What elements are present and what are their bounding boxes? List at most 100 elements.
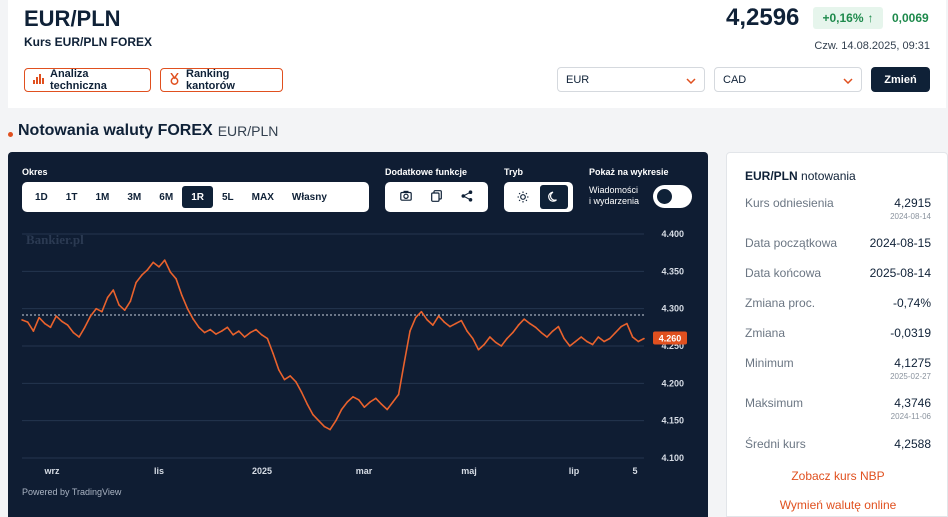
price-point [369,401,371,403]
exchange-ranking-button[interactable]: Ranking kantorów [160,68,283,92]
x-tick-label: wrz [43,466,60,476]
moon-icon[interactable] [540,185,569,209]
range-button-max[interactable]: MAX [251,191,274,203]
bankier-watermark: Bankier.pl [26,232,84,247]
camera-icon[interactable] [400,190,413,204]
price-point [72,331,75,334]
quote-datetime: Czw. 14.08.2025, 09:31 [814,40,930,52]
price-point [306,403,309,406]
summary-row-value: 4,1275 [894,356,931,370]
price-point [580,336,583,338]
sun-icon[interactable] [509,185,537,209]
tradingview-credit[interactable]: Powered by TradingView [22,487,122,497]
arrow-up-icon: ↑ [867,11,874,25]
price-point [129,300,132,302]
price-point [386,408,389,411]
share-icon[interactable] [461,189,473,205]
price-point [317,419,320,422]
section-title-text: Notowania waluty FOREX [18,122,213,139]
last-price-badge [653,331,687,345]
mode-label: Tryb [504,167,524,177]
summary-row-value: 4,2588 [894,437,931,451]
range-button-1d[interactable]: 1D [35,191,48,203]
price-point [186,307,189,310]
exchange-online-link[interactable]: Wymień walutę online [779,498,897,512]
price-point [83,326,86,329]
price-point [454,322,457,325]
exchange-ranking-label: Ranking kantorów [186,68,235,92]
quote-summary-panel: EUR/PLN notowania Kurs odniesienia 4,2915… [726,152,948,517]
price-point [569,345,571,347]
price-point [614,331,617,334]
events-toggle[interactable] [653,185,692,208]
change-pair-button[interactable]: Zmień [871,67,930,92]
price-point [437,315,440,317]
price-point [608,337,611,340]
price-point [443,321,446,323]
price-point [295,381,297,383]
range-button-5l[interactable]: 5L [221,191,234,203]
summary-row-label: Średni kurs [745,437,806,451]
last-price-label: 4.260 [659,334,682,344]
price-point [78,336,80,338]
price-point [489,336,491,338]
nbp-rate-link[interactable]: Zobacz kurs NBP [791,469,885,483]
price-point [397,393,400,396]
range-button-6m[interactable]: 6M [159,191,174,203]
price-chart[interactable]: 4.400 4.350 4.300 4.250 4.200 4.150 4.100 4.260… [8,222,708,482]
technical-analysis-button[interactable]: Analiza techniczna [24,68,151,92]
price-point [529,322,531,325]
price-point [61,320,63,323]
range-button-1r[interactable]: 1R [182,186,213,208]
y-tick-label: 4.400 [661,229,684,239]
range-button-3m[interactable]: 3M [127,191,142,203]
price-point [403,361,406,364]
price-point [175,278,177,280]
range-label: Okres [22,167,48,177]
price-point [180,294,183,297]
pair-subtitle: Kurs EUR/PLN FOREX [24,35,153,49]
price-point [409,330,411,332]
summary-row-label: Zmiana proc. [745,296,816,310]
range-selector: 1D 1T 1M 3M 6M 1R 5L MAX Własny [22,182,369,212]
price-point [586,340,588,343]
price-point [192,318,194,320]
price-point [523,318,525,320]
toggle-knob [657,189,672,204]
summary-title-pair: EUR/PLN [745,169,798,183]
price-point [591,343,594,346]
price-point [517,324,520,326]
range-button-1t[interactable]: 1T [65,191,78,203]
price-point [158,266,160,268]
range-button-1m[interactable]: 1M [95,191,110,203]
price-point [597,336,600,338]
price-point [551,330,554,332]
show-on-chart-label: Pokaż na wykresie [589,167,669,177]
summary-row-value: 2024-08-15 [869,236,931,250]
price-point [101,310,103,313]
price-point [44,322,46,325]
price-point [557,325,560,328]
range-button-własny[interactable]: Własny [291,191,327,203]
price-point [574,340,577,343]
summary-row-date: 2024-08-14 [890,212,931,221]
price-point [500,345,503,347]
price-point [66,324,69,326]
section-title-pair: EUR/PLN [217,123,279,139]
price-point [203,331,206,334]
y-tick-label: 4.300 [661,304,684,314]
summary-row-label: Data początkowa [745,236,838,250]
summary-row-value: -0,74% [892,296,931,310]
price-point [249,331,252,334]
price-point [255,328,257,331]
price-point [289,375,292,377]
x-tick-label: mar [356,466,373,476]
price-point [466,330,468,332]
currency-from-select[interactable]: EUR [557,67,705,92]
current-price: 4,2596 [726,4,800,31]
currency-to-select[interactable]: CAD [714,67,862,92]
price-point [546,336,548,338]
events-label-line1: Wiadomości [589,185,639,195]
price-point [169,271,172,273]
copy-icon[interactable] [431,189,442,205]
